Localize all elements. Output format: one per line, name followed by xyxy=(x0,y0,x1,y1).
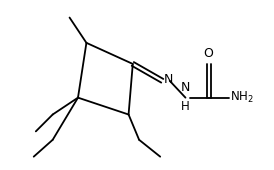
Text: NH$_2$: NH$_2$ xyxy=(230,90,253,105)
Text: N: N xyxy=(181,81,190,95)
Text: N: N xyxy=(163,73,173,86)
Text: H: H xyxy=(181,100,190,113)
Text: O: O xyxy=(204,47,214,60)
